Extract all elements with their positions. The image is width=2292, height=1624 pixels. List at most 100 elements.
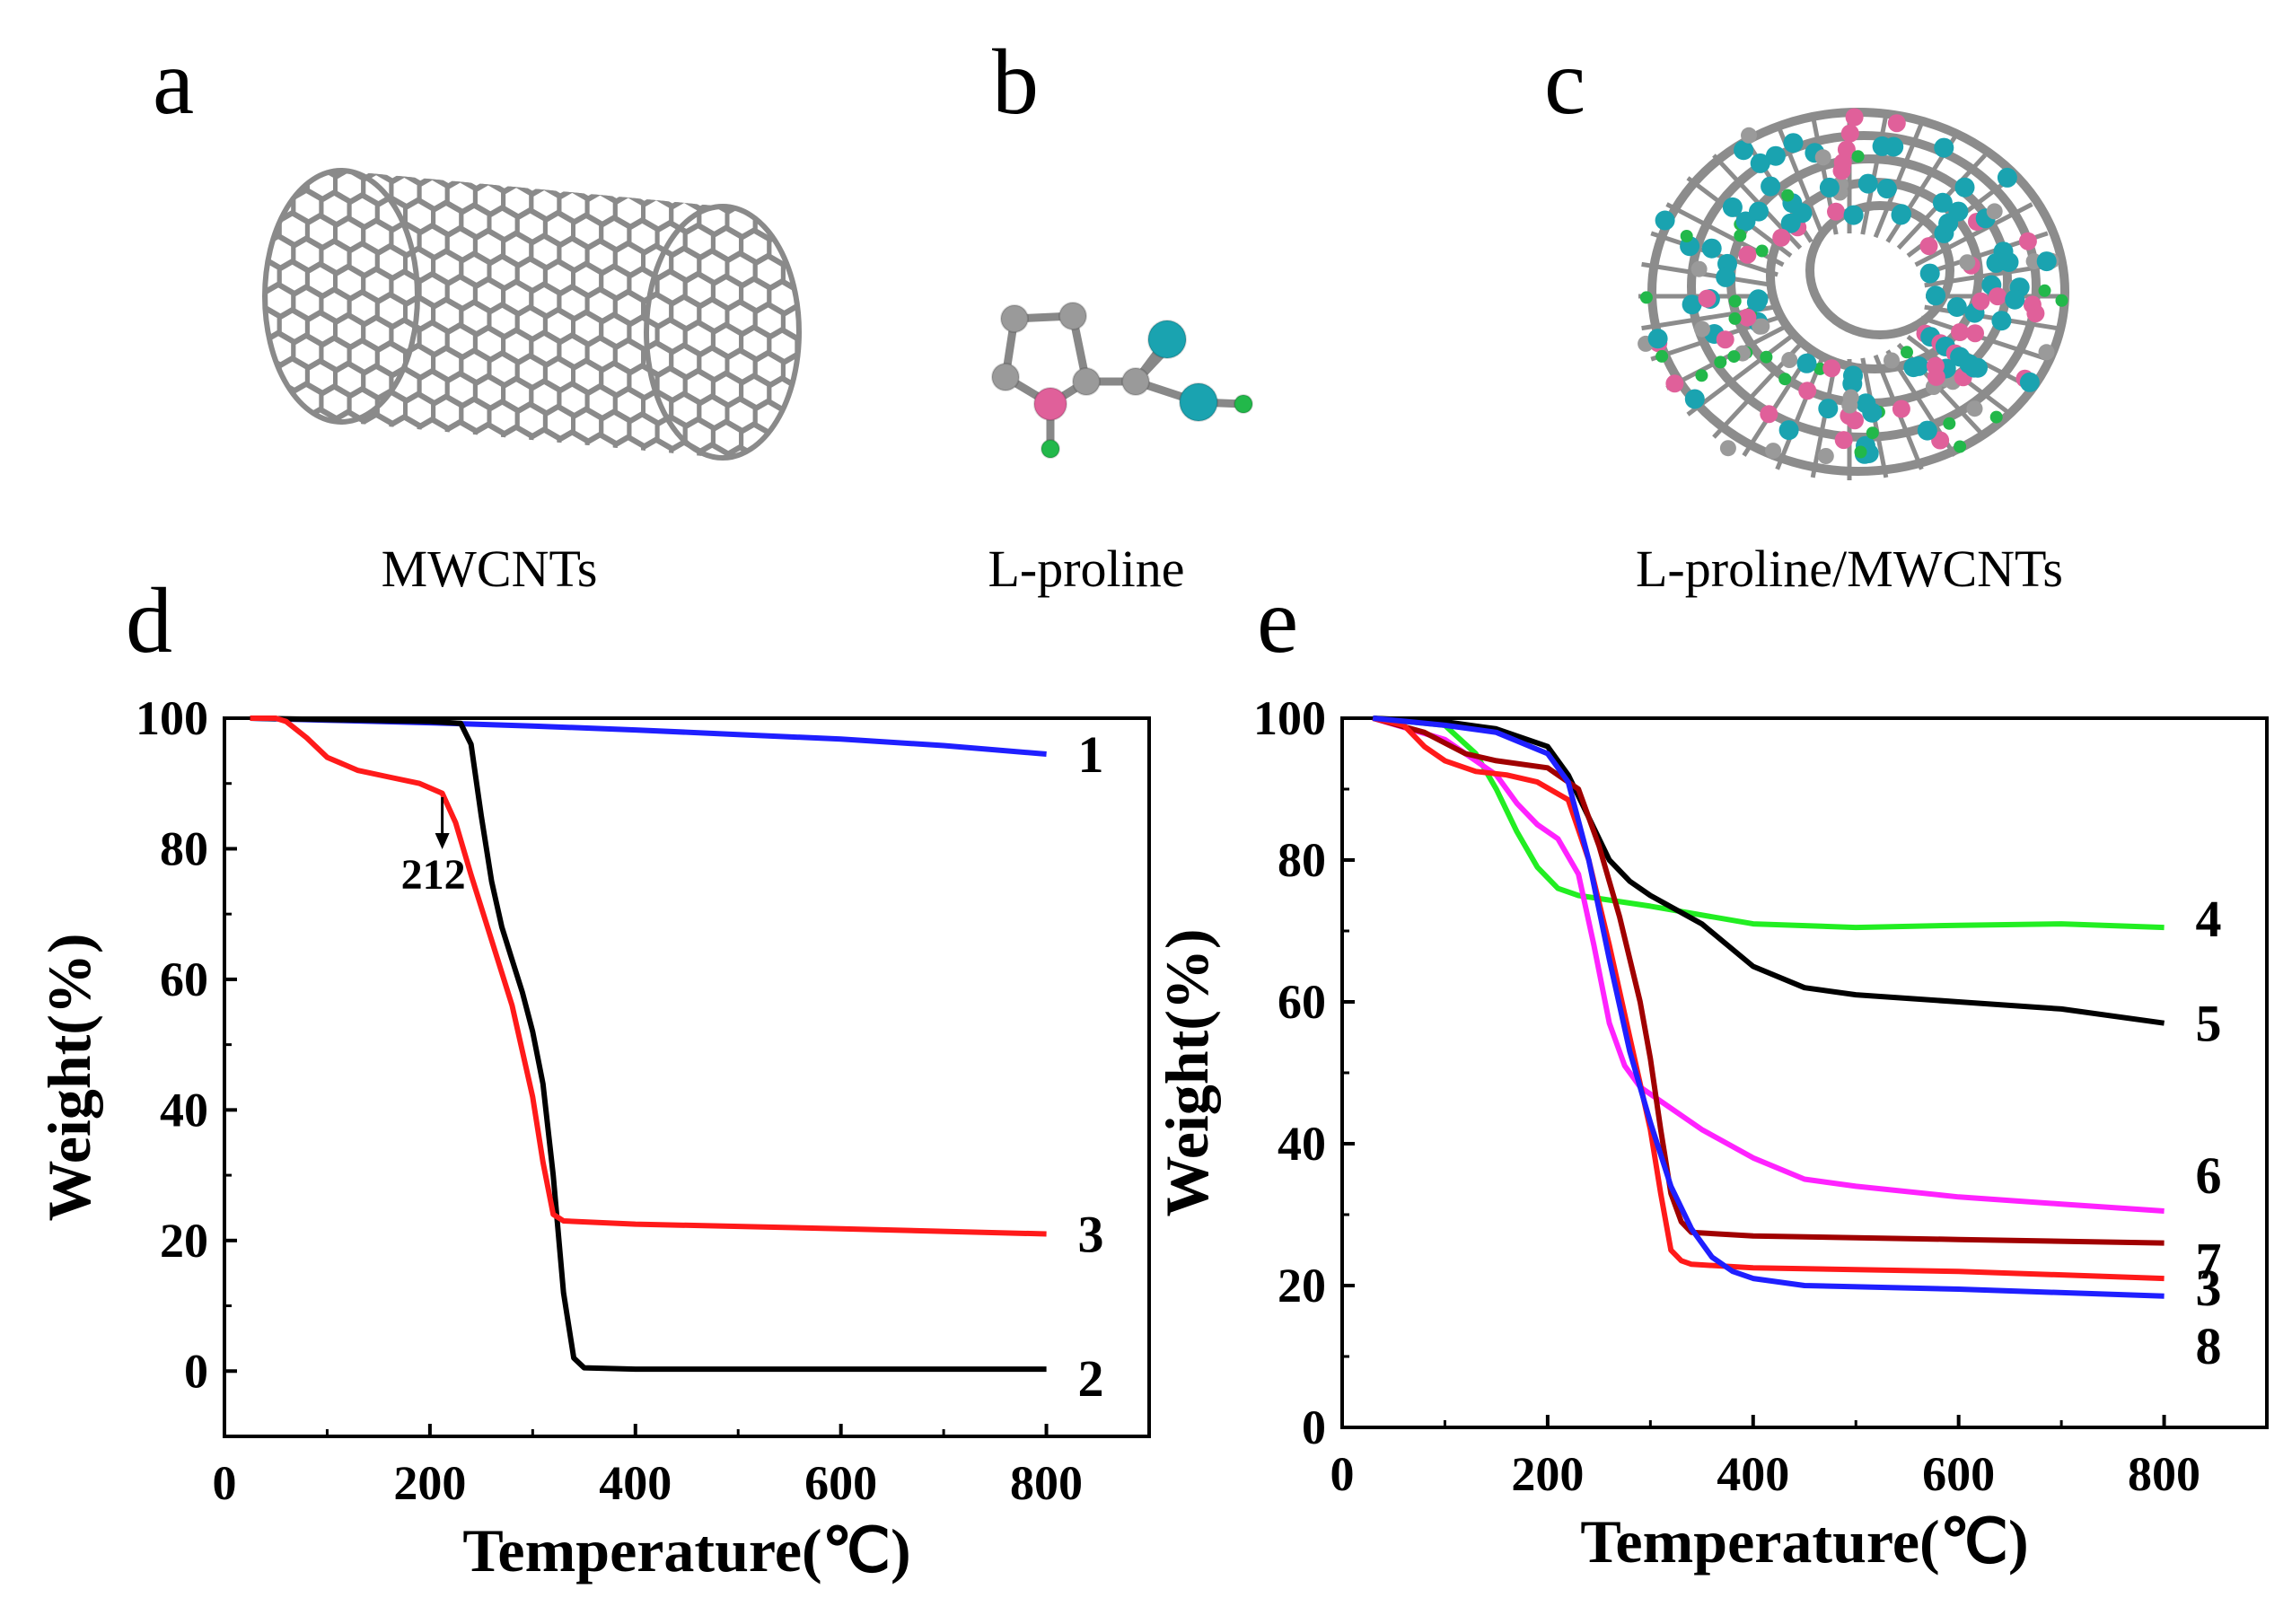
hexagon-cell xyxy=(895,220,923,252)
oxygen-atom xyxy=(1796,353,1817,373)
hexagon-cell xyxy=(321,580,349,612)
hexagon-cell xyxy=(475,715,503,748)
hexagon-cell xyxy=(797,478,825,510)
hexagon-cell xyxy=(489,498,517,531)
series-label-4: 4 xyxy=(2196,890,2222,948)
hexagon-cell xyxy=(839,505,867,538)
hexagon-cell xyxy=(937,490,965,522)
hexagon-cell xyxy=(615,486,643,518)
hexagon-cell xyxy=(853,580,881,612)
hexagon-cell xyxy=(882,195,909,227)
hexagon-cell xyxy=(475,473,503,505)
tube-wall-strand xyxy=(1860,114,1889,235)
hexagon-cell xyxy=(965,396,993,428)
hexagon-cell xyxy=(755,741,783,773)
oxygen-atom xyxy=(1842,373,1863,394)
hexagon-cell xyxy=(489,547,517,579)
oxygen-atom xyxy=(1919,263,1940,284)
oxygen-atom xyxy=(1954,177,1975,198)
hexagon-cell xyxy=(447,567,475,600)
hexagon-cell xyxy=(979,566,1007,599)
hexagon-cell xyxy=(895,414,923,446)
hexagon-cell xyxy=(727,593,755,625)
nitrogen-atom xyxy=(1966,324,1984,343)
hexagon-cell xyxy=(769,669,797,701)
hexagon-cell xyxy=(965,202,993,234)
hexagon-cell xyxy=(867,605,895,637)
hexagon-cell xyxy=(419,710,447,742)
hexagon-cell xyxy=(783,501,811,533)
y-tick-label: 20 xyxy=(160,1214,208,1268)
hexagon-cell xyxy=(727,496,755,528)
hexagon-cell xyxy=(923,756,951,788)
hexagon-cell xyxy=(882,631,909,663)
carbon-atom xyxy=(1000,304,1029,333)
hexagon-cell xyxy=(419,613,447,645)
hexagon-cell xyxy=(434,542,461,575)
hexagon-cell xyxy=(333,408,366,447)
hexagon-cell xyxy=(909,197,937,229)
hexagon-cell xyxy=(657,659,685,691)
hexagon-cell xyxy=(867,751,895,783)
x-tick-label: 600 xyxy=(1922,1447,1995,1501)
hexagon-cell xyxy=(795,426,799,458)
oxygen-atom xyxy=(1783,133,1804,154)
hexagon-cell xyxy=(472,422,506,458)
hexagon-cell xyxy=(923,223,951,255)
oxygen-atom xyxy=(1682,294,1702,315)
y-tick-label: 100 xyxy=(136,691,208,745)
y-tick-label: 60 xyxy=(1278,975,1326,1029)
oxygen-atom xyxy=(1991,311,2012,331)
hexagon-cell xyxy=(923,659,951,691)
hexagon-cell xyxy=(461,544,489,576)
hexagon-cell xyxy=(812,552,839,584)
panel-letter-e: e xyxy=(1257,569,1299,672)
hexagon-cell xyxy=(882,486,909,518)
hexagon-cell xyxy=(336,606,364,638)
hydrogen-atom xyxy=(1954,440,1967,453)
series-label-3: 3 xyxy=(2196,1259,2222,1317)
panel-letter-a: a xyxy=(153,31,195,134)
hexagon-cell xyxy=(867,508,895,540)
hexagon-cell xyxy=(419,662,447,694)
hexagon-cell xyxy=(839,215,867,247)
hexagon-cell xyxy=(909,294,937,326)
nitrogen-atom xyxy=(1931,431,1950,450)
hexagon-cell xyxy=(951,759,979,791)
hexagon-cell xyxy=(612,435,645,458)
tube-wall-strand xyxy=(1873,122,1924,239)
hexagon-cell xyxy=(937,684,965,716)
hexagon-cell xyxy=(699,493,727,525)
oxygen-atom xyxy=(1750,153,1770,173)
hexagon-cell xyxy=(669,439,702,458)
hexagon-cell xyxy=(629,559,657,592)
hexagon-cell xyxy=(374,437,408,458)
hexagon-cell xyxy=(319,432,352,458)
hexagon-cell xyxy=(769,475,797,507)
hexagon-cell xyxy=(909,245,937,277)
oxygen-atom xyxy=(2019,372,2040,392)
hexagon-cell xyxy=(825,432,853,464)
hexagon-cell xyxy=(265,328,268,365)
tube-wall-strand xyxy=(1914,202,2033,268)
hexagon-cell xyxy=(937,636,965,668)
nitrogen-atom xyxy=(1951,323,1970,341)
x-axis-title: Temperature(℃) xyxy=(462,1516,910,1584)
hexagon-cell xyxy=(1049,258,1077,290)
hexagon-cell xyxy=(489,644,517,676)
hexagon-cell xyxy=(685,565,713,597)
x-tick-label: 200 xyxy=(393,1456,466,1510)
oxygen-atom xyxy=(1917,420,1937,441)
hexagon-cell xyxy=(531,575,559,608)
hydrogen-atom xyxy=(1727,350,1741,364)
x-axis-title: Temperature(℃) xyxy=(1580,1507,2028,1576)
hexagon-cell xyxy=(307,555,335,587)
hexagon-cell xyxy=(1021,498,1049,531)
hexagon-cell xyxy=(391,610,419,643)
hexagon-cell xyxy=(1063,429,1091,461)
hexagon-cell xyxy=(406,491,434,523)
hexagon-cell xyxy=(979,276,1007,308)
hexagon-cell xyxy=(294,481,321,514)
hexagon-cell xyxy=(504,621,531,654)
hexagon-cell xyxy=(406,685,434,717)
